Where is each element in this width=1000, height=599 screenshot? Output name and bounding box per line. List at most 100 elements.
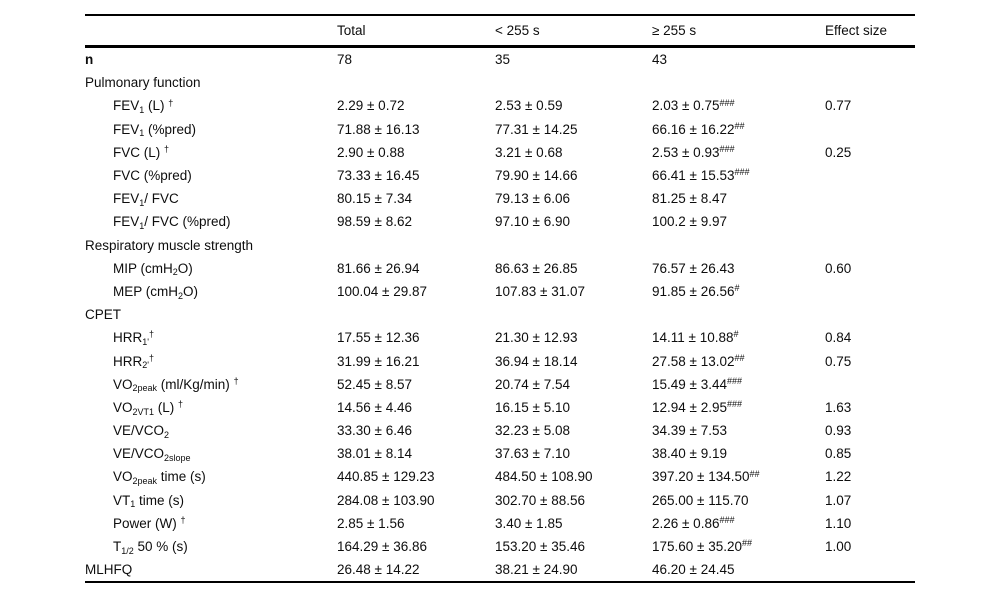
row-label: VE/VCO2slope [85,442,337,465]
row-label: VO2peak time (s) [85,465,337,488]
text: 32.23 ± 5.08 [495,423,570,439]
text: 50 % (s) [133,539,188,555]
col-header-effect-size: Effect size [825,14,915,48]
sup-text: † [168,97,174,108]
text: 3.21 ± 0.68 [495,144,563,160]
row-label: Pulmonary function [85,71,337,94]
text: 2.53 ± 0.93 [652,144,720,160]
sup-text: † [180,514,186,525]
value-cell [337,71,495,94]
text: 27.58 ± 13.02 [652,353,735,369]
sup-text: † [148,329,154,340]
sub-text: 2 [164,429,170,440]
text: time (s) [135,492,185,508]
value-cell: 2.03 ± 0.75### [652,94,825,117]
table-row: HRR2'† 31.99 ± 16.21 36.94 ± 18.14 27.58 ± … [85,349,915,372]
value-cell: 46.20 ± 24.45 [652,558,825,584]
table-row: Pulmonary function [85,71,915,94]
text: FEV [113,121,140,137]
row-label: FEV1 (L) † [85,94,337,117]
value-cell: 97.10 ± 6.90 [495,210,652,233]
text: 38.21 ± 24.90 [495,562,578,578]
sup-text: ### [719,97,735,108]
text: 21.30 ± 12.93 [495,330,578,346]
value-cell: 440.85 ± 129.23 [337,465,495,488]
sup-text: † [164,143,170,154]
text: MLHFQ [85,562,133,578]
value-cell: 397.20 ± 134.50## [652,465,825,488]
text: 17.55 ± 12.36 [337,330,420,346]
value-cell: 26.48 ± 14.22 [337,558,495,584]
text: O) [177,260,193,276]
value-cell: 20.74 ± 7.54 [495,373,652,396]
value-cell [825,164,915,187]
text: / FVC (%pred) [144,214,231,230]
value-cell: 36.94 ± 18.14 [495,349,652,372]
table-row: FVC (L) † 2.90 ± 0.88 3.21 ± 0.68 2.53 ± 0.… [85,141,915,164]
row-label: HRR2'† [85,349,337,372]
table-body: n 78 35 43 Pulmonary function FEV1 (L) † 2.29 … [85,47,915,584]
text: 97.10 ± 6.90 [495,214,570,230]
table-row: FEV1 (L) † 2.29 ± 0.72 2.53 ± 0.59 2.03 ± 0… [85,94,915,117]
text: (%pred) [144,121,197,137]
table-row: Power (W) † 2.85 ± 1.56 3.40 ± 1.85 2.26 ± … [85,512,915,535]
sub-text: 1 [139,197,145,208]
value-cell: 0.60 [825,257,915,280]
sup-text: † [178,398,184,409]
value-cell [825,558,915,584]
table-row: Respiratory muscle strength [85,234,915,257]
value-cell: 3.40 ± 1.85 [495,512,652,535]
sub-text: 2 [172,267,178,278]
text: 20.74 ± 7.54 [495,376,570,392]
text: T [113,539,122,555]
table-row: FEV1 (%pred) 71.88 ± 16.13 77.31 ± 14.25 66… [85,118,915,141]
text: 3.40 ± 1.85 [495,515,563,531]
sub-text: 2slope [164,452,191,463]
value-cell: 27.58 ± 13.02## [652,349,825,372]
value-cell: 15.49 ± 3.44### [652,373,825,396]
value-cell: 86.63 ± 26.85 [495,257,652,280]
header-row: Total < 255 s ≥ 255 s Effect size [85,14,915,48]
text: 0.84 [825,330,852,346]
text: 78 [337,52,353,68]
text: CPET [85,307,122,323]
text: VT [113,492,131,508]
text: 0.75 [825,353,852,369]
sup-text: ### [719,514,735,525]
value-cell [825,303,915,326]
value-cell: 14.11 ± 10.88# [652,326,825,349]
text: 26.48 ± 14.22 [337,562,420,578]
value-cell [652,234,825,257]
value-cell: 2.53 ± 0.93### [652,141,825,164]
text: 0.77 [825,98,852,114]
text: FVC (%pred) [113,168,192,184]
value-cell: 81.66 ± 26.94 [337,257,495,280]
value-cell: 33.30 ± 6.46 [337,419,495,442]
value-cell [825,210,915,233]
text: MEP (cmH [113,283,179,299]
value-cell: 164.29 ± 36.86 [337,535,495,558]
table-row: VE/VCO2 33.30 ± 6.46 32.23 ± 5.08 34.39 ± 7… [85,419,915,442]
row-label: CPET [85,303,337,326]
sub-text: 1/2 [121,545,134,556]
value-cell: 79.13 ± 6.06 [495,187,652,210]
value-cell: 43 [652,47,825,72]
value-cell: 100.04 ± 29.87 [337,280,495,303]
text: 71.88 ± 16.13 [337,121,420,137]
text: 34.39 ± 7.53 [652,423,727,439]
row-label: FVC (%pred) [85,164,337,187]
value-cell: 76.57 ± 26.43 [652,257,825,280]
text: 265.00 ± 115.70 [652,492,749,508]
table-row: VO2peak (ml/Kg/min) † 52.45 ± 8.57 20.74 ±… [85,373,915,396]
sub-text: 1 [139,105,145,116]
text: / FVC [144,191,179,207]
row-label: VE/VCO2 [85,419,337,442]
text: 33.30 ± 6.46 [337,423,412,439]
text: HRR [113,353,143,369]
value-cell: 302.70 ± 88.56 [495,489,652,512]
text: n [85,52,94,68]
value-cell: 1.10 [825,512,915,535]
row-label: VO2peak (ml/Kg/min) † [85,373,337,396]
sub-text: 2peak [132,383,158,394]
